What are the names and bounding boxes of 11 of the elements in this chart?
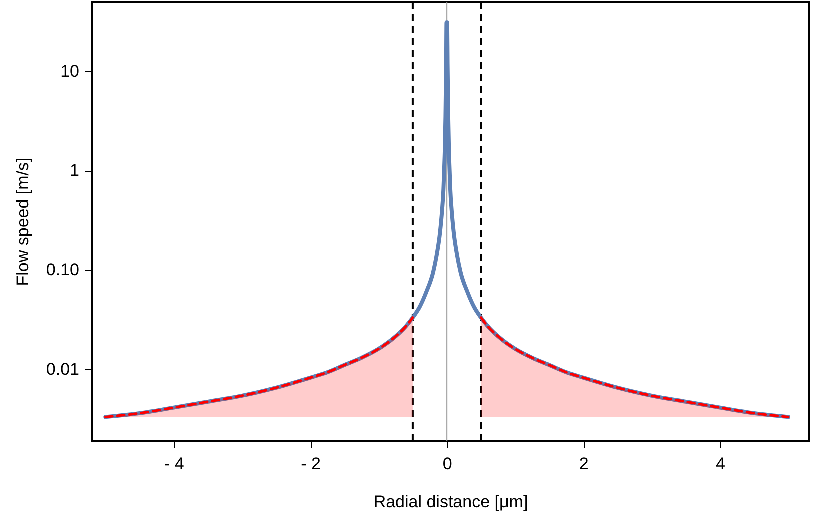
y-tick-label: 10 <box>60 62 80 81</box>
x-tick-label: 4 <box>716 454 726 474</box>
x-tick-label: - 4 <box>164 454 184 474</box>
x-tick-label: 0 <box>442 454 452 474</box>
y-axis-title: Flow speed [m/s] <box>13 158 32 286</box>
y-tick-label: 0.10 <box>46 260 80 280</box>
x-axis-title: Radial distance [μm] <box>374 492 528 512</box>
x-tick-label: - 2 <box>301 454 321 474</box>
y-tick-label: 1 <box>70 161 80 180</box>
x-tick-label: 2 <box>579 454 589 474</box>
y-tick-label: 0.01 <box>46 360 80 379</box>
